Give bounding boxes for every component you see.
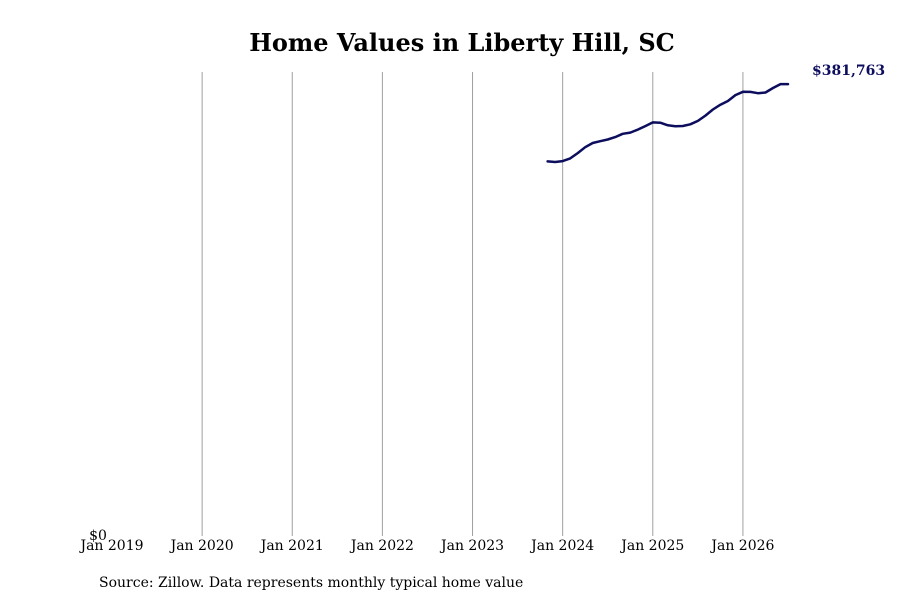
x-axis-tick-labels: Jan 2019 Jan 2020 Jan 2021 Jan 2022 Jan 2023… — [78, 538, 774, 554]
x-tick-label-2025: Jan 2025 — [619, 538, 684, 554]
x-tick-label-2022: Jan 2022 — [349, 538, 414, 554]
series-line-home-value — [546, 82, 790, 164]
x-tick-label-2023: Jan 2023 — [439, 538, 504, 554]
chart-title: Home Values in Liberty Hill, SC — [249, 28, 675, 57]
x-tick-label-2020: Jan 2020 — [169, 538, 234, 554]
source-note: Source: Zillow. Data represents monthly … — [99, 575, 523, 591]
end-value-label: $381,763 — [812, 63, 885, 79]
x-tick-label-2024: Jan 2024 — [529, 538, 594, 554]
x-tick-label-2021: Jan 2021 — [259, 538, 324, 554]
x-tick-label-2019: Jan 2019 — [78, 538, 143, 554]
y-tick-label-zero: $0 — [89, 528, 107, 544]
gridlines — [201, 72, 744, 536]
x-tick-label-2026: Jan 2026 — [709, 538, 774, 554]
